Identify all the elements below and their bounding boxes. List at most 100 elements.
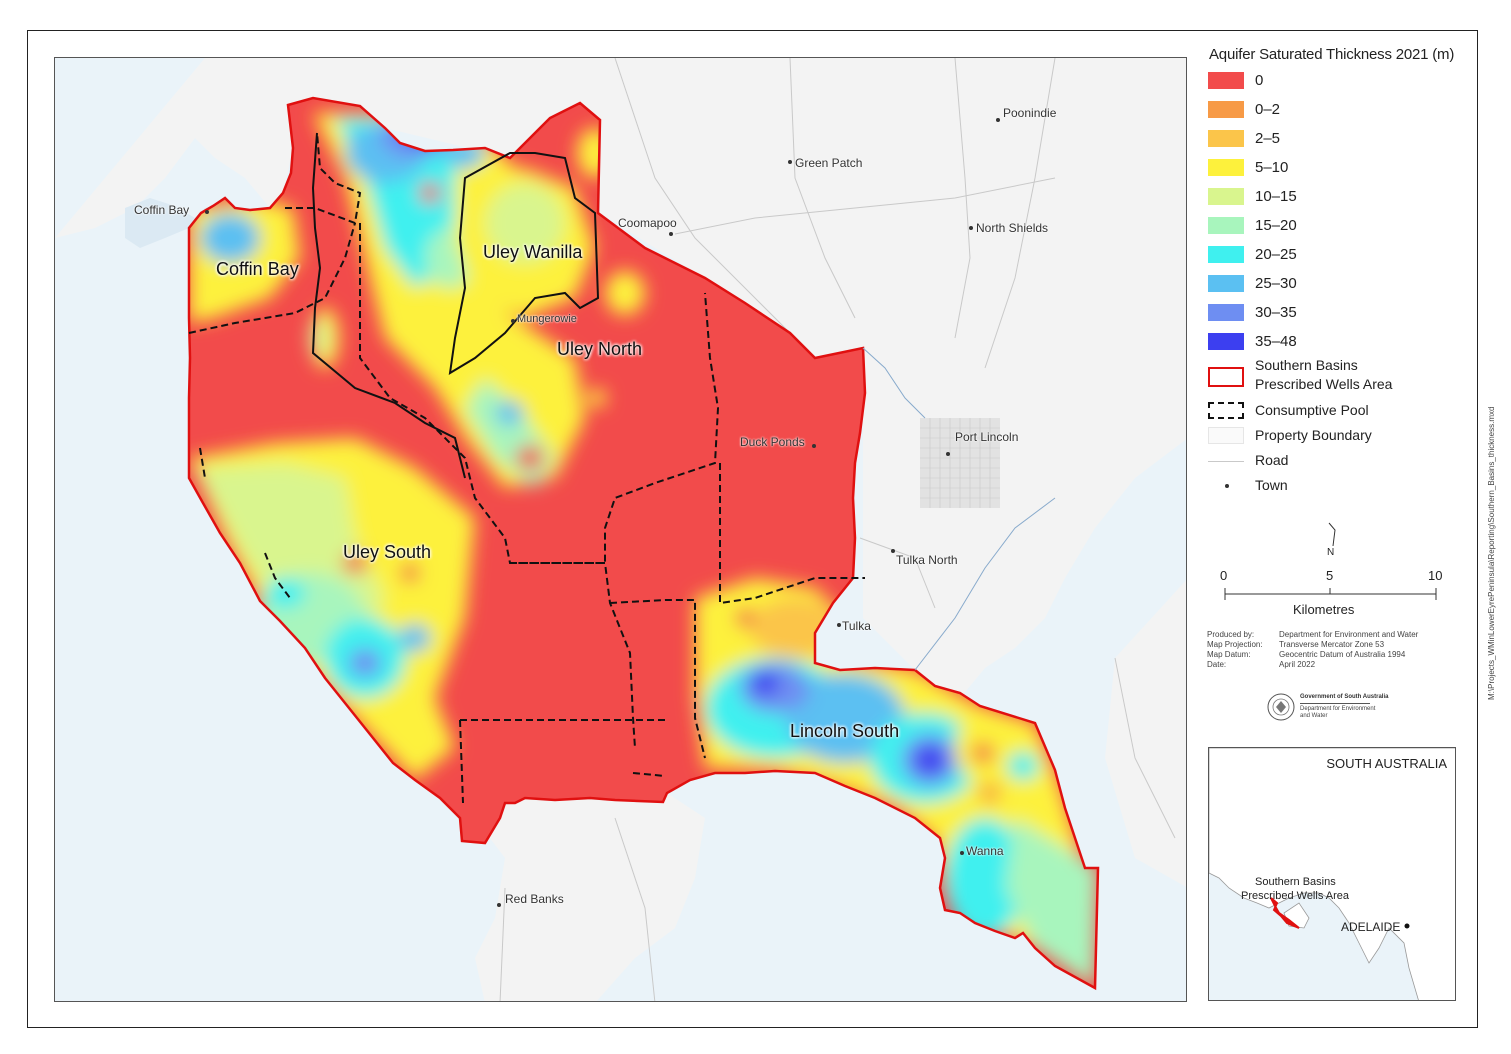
legend-label-boundary-1: Southern Basins: [1255, 357, 1358, 373]
legend-swatch: [1208, 188, 1244, 205]
town-dot-red-banks: [497, 903, 501, 907]
north-label: N: [1327, 547, 1335, 558]
legend-row: 0–2: [1207, 99, 1477, 121]
north-arrow-icon: [1224, 522, 1437, 600]
town-dot-port-lincoln: [946, 452, 950, 456]
legend-swatch: [1208, 246, 1244, 263]
credit-value-projection: Transverse Mercator Zone 53: [1279, 640, 1385, 649]
legend-swatch-prescribed-area: [1208, 367, 1244, 387]
legend-row: 5–10: [1207, 157, 1477, 179]
town-label-green-patch: Green Patch: [795, 156, 863, 170]
legend-swatch: [1208, 130, 1244, 147]
map-canvas: [55, 58, 1186, 1001]
legend-label-property: Property Boundary: [1255, 427, 1372, 443]
legend-class-label: 0: [1255, 72, 1264, 89]
legend: Aquifer Saturated Thickness 2021 (m) 0 0–…: [1207, 44, 1477, 534]
inset-city-label: ADELAIDE: [1341, 920, 1401, 934]
scale-tick-0: 0: [1220, 568, 1228, 583]
zone-label-uley-north: Uley North: [557, 339, 643, 359]
legend-row: 15–20: [1207, 215, 1477, 237]
zone-label-coffin-bay: Coffin Bay: [216, 259, 299, 279]
legend-swatch: [1208, 101, 1244, 118]
town-label-red-banks: Red Banks: [505, 892, 564, 906]
legend-swatch-property: [1208, 427, 1244, 444]
town-dot-mungerowie: [511, 319, 515, 323]
town-label-coomapoo: Coomapoo: [618, 216, 677, 230]
town-dot-duck-ponds: [812, 444, 816, 448]
zone-label-uley-wanilla: Uley Wanilla: [483, 242, 583, 262]
logo-line-1: Government of South Australia: [1300, 694, 1389, 700]
town-label-duck-ponds: Duck Ponds: [740, 435, 805, 449]
legend-label-road: Road: [1255, 452, 1289, 468]
legend-row: 2–5: [1207, 128, 1477, 150]
legend-row: 10–15: [1207, 186, 1477, 208]
legend-row: 35–48: [1207, 331, 1477, 353]
legend-swatch: [1208, 333, 1244, 350]
legend-class-label: 10–15: [1255, 188, 1297, 205]
legend-label-consumptive-pool: Consumptive Pool: [1255, 402, 1369, 418]
government-logo: Government of South Australia Department…: [1266, 690, 1406, 724]
logo-line-2: Department for Environment: [1300, 706, 1376, 712]
town-label-wanna: Wanna: [966, 844, 1004, 858]
scale-tick-5: 5: [1326, 568, 1334, 583]
legend-row-consumptive-pool: Consumptive Pool: [1207, 400, 1477, 422]
inset-area-label-1: Southern Basins: [1255, 876, 1336, 888]
legend-swatch-consumptive-pool: [1208, 402, 1244, 419]
inset-canvas: [1209, 748, 1455, 1000]
inset-state-label: SOUTH AUSTRALIA: [1326, 756, 1447, 771]
town-label-poonindie: Poonindie: [1003, 106, 1057, 120]
inset-map: SOUTH AUSTRALIA Southern Basins Prescrib…: [1208, 747, 1456, 1001]
legend-swatch: [1208, 159, 1244, 176]
logo-line-3: and Water: [1300, 713, 1328, 719]
legend-class-label: 0–2: [1255, 101, 1281, 118]
legend-swatch: [1208, 304, 1244, 321]
legend-row-road: Road: [1207, 450, 1477, 472]
scale-tick-10: 10: [1428, 568, 1443, 583]
zone-label-uley-south: Uley South: [343, 542, 432, 562]
map-credits: Produced by: Department for Environment a…: [1207, 630, 1477, 680]
legend-swatch-town: [1225, 484, 1229, 488]
legend-class-label: 30–35: [1255, 304, 1297, 321]
inset-area-label-2: Prescribed Wells Area: [1241, 890, 1350, 902]
file-path-note: M:\Projects_WMinLowerEyrePeninsula\Repor…: [1487, 406, 1496, 700]
town-label-mungerowie: Mungerowie: [517, 313, 577, 325]
credit-key-date: Date:: [1207, 660, 1227, 669]
credit-key-datum: Map Datum:: [1207, 650, 1251, 659]
legend-swatch: [1208, 72, 1244, 89]
town-label-port-lincoln: Port Lincoln: [955, 430, 1019, 444]
legend-label-town: Town: [1255, 477, 1288, 493]
legend-row: 0: [1207, 70, 1477, 92]
town-dot-coomapoo: [669, 232, 673, 236]
crest-icon: [1267, 693, 1295, 721]
credit-key-projection: Map Projection:: [1207, 640, 1263, 649]
legend-swatch: [1208, 275, 1244, 292]
legend-row-prescribed-area: Southern Basins Prescribed Wells Area: [1207, 357, 1477, 411]
town-dot-tulka: [837, 623, 841, 627]
town-dot-wanna: [960, 851, 964, 855]
town-dot-poonindie: [996, 118, 1000, 122]
legend-class-label: 5–10: [1255, 159, 1289, 176]
legend-row: 30–35: [1207, 302, 1477, 324]
legend-swatch-road: [1208, 461, 1244, 462]
legend-label-boundary-2: Prescribed Wells Area: [1255, 376, 1393, 392]
town-label-coffin-bay: Coffin Bay: [134, 203, 190, 217]
zone-label-lincoln-south: Lincoln South: [790, 721, 900, 741]
legend-class-label: 15–20: [1255, 217, 1297, 234]
town-dot-coffin-bay: [205, 210, 209, 214]
credit-value-produced: Department for Environment and Water: [1279, 630, 1419, 639]
town-dot-green-patch: [788, 160, 792, 164]
legend-title: Aquifer Saturated Thickness 2021 (m): [1209, 46, 1455, 63]
legend-class-label: 20–25: [1255, 246, 1297, 263]
legend-class-label: 25–30: [1255, 275, 1297, 292]
credit-value-datum: Geocentric Datum of Australia 1994: [1279, 650, 1406, 659]
legend-swatch: [1208, 217, 1244, 234]
town-dot-north-shields: [969, 226, 973, 230]
map-frame: [27, 30, 1478, 1028]
legend-class-label: 2–5: [1255, 130, 1281, 147]
legend-row: 25–30: [1207, 273, 1477, 295]
scale-bar: N 0 5 10 Kilometres: [1207, 520, 1477, 630]
town-label-tulka-north: Tulka North: [896, 553, 958, 567]
legend-class-label: 35–48: [1255, 333, 1297, 350]
main-map: Poonindie Green Patch Coffin Bay Coomapo…: [54, 57, 1187, 1002]
town-dot-tulka-north: [891, 549, 895, 553]
